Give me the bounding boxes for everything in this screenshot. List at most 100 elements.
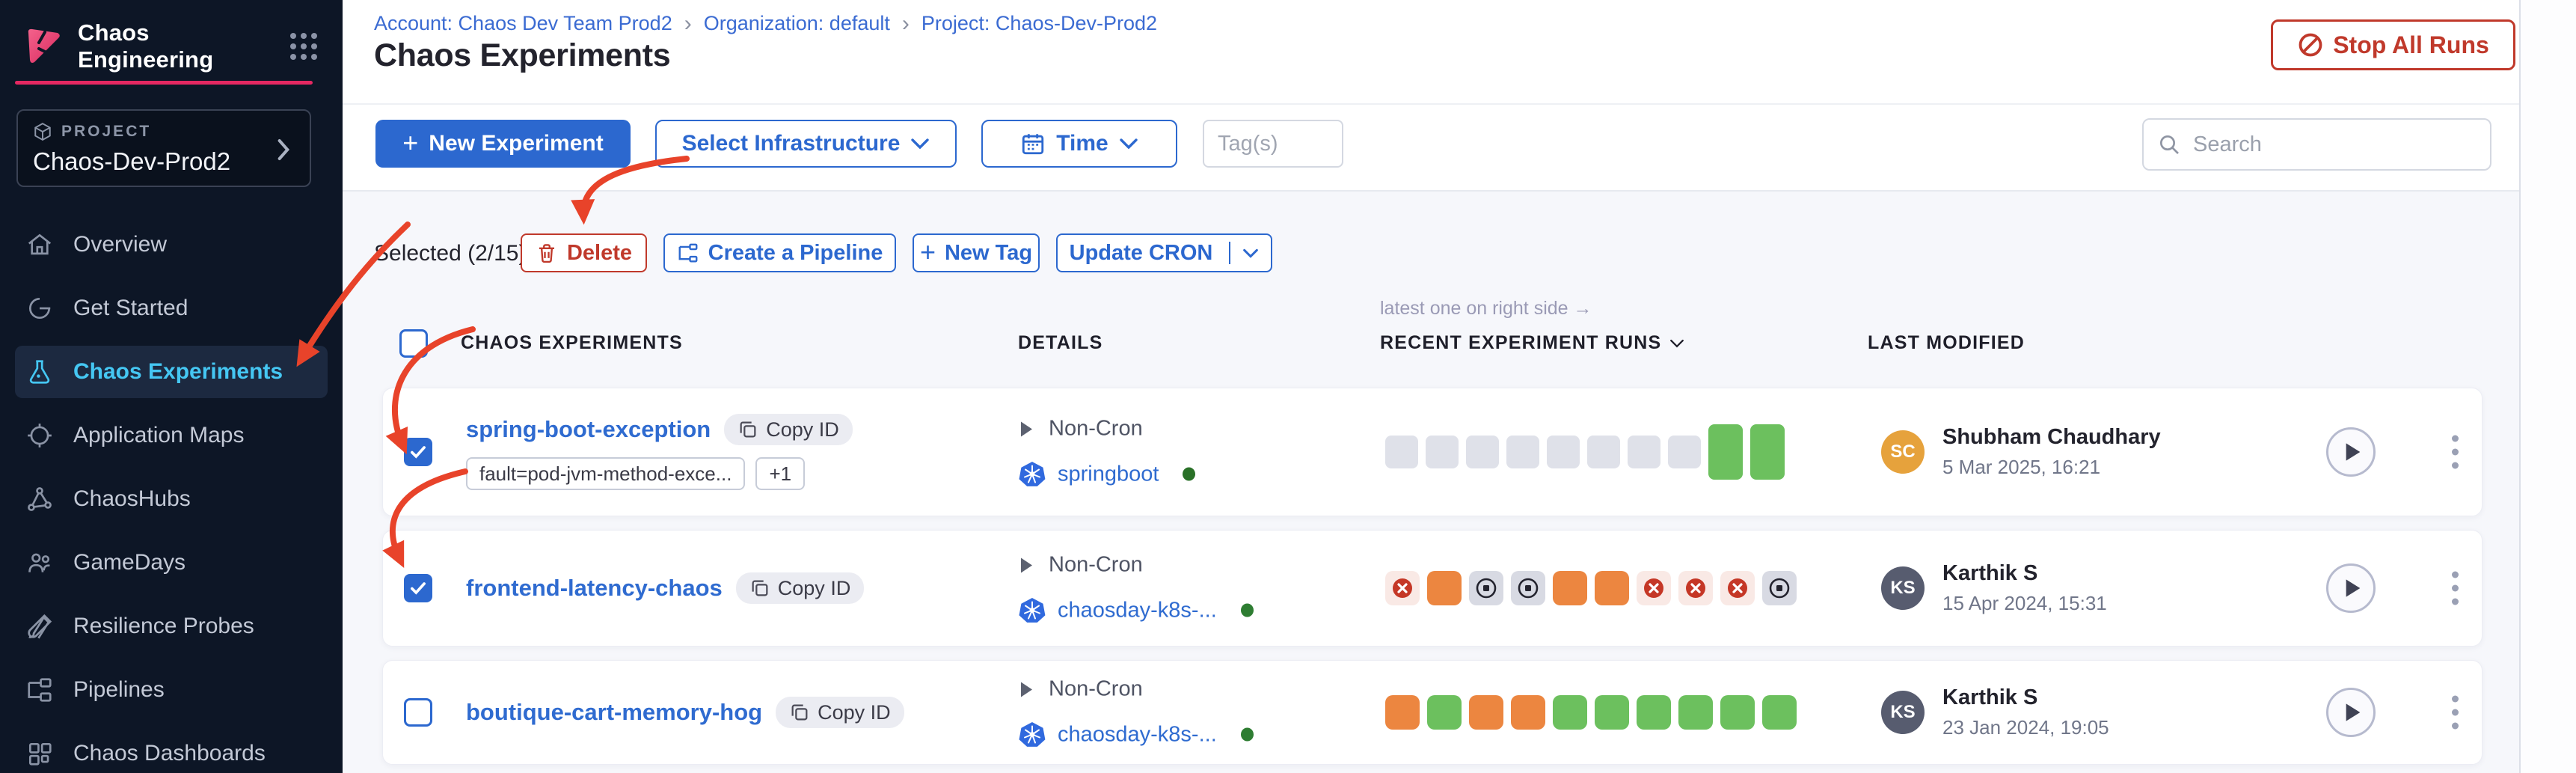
run-experiment-button[interactable]: [2326, 427, 2376, 477]
chevron-down-icon: [911, 138, 930, 150]
create-pipeline-button[interactable]: Create a Pipeline: [663, 233, 896, 272]
run-status-orange[interactable]: [1385, 695, 1420, 730]
tag-chip[interactable]: fault=pod-jvm-method-exce...: [466, 457, 746, 490]
run-status-orange[interactable]: [1427, 571, 1462, 605]
run-status-failed[interactable]: [1385, 571, 1420, 605]
trash-icon: [539, 244, 554, 263]
kubernetes-icon: [1019, 721, 1046, 747]
create-pipeline-label: Create a Pipeline: [708, 240, 883, 265]
resilience-probes-icon: [28, 614, 52, 639]
run-status-green[interactable]: [1637, 695, 1671, 730]
select-all-checkbox[interactable]: [399, 329, 428, 358]
new-experiment-button[interactable]: + New Experiment: [375, 120, 631, 168]
stopped-run-icon: [1769, 578, 1790, 599]
delete-button[interactable]: Delete: [521, 233, 647, 272]
module-switcher-icon[interactable]: [287, 30, 320, 63]
sidebar-item-label: Chaos Experiments: [73, 359, 283, 384]
run-status-gray[interactable]: [1506, 436, 1539, 468]
select-infrastructure-dropdown[interactable]: Select Infrastructure: [655, 120, 957, 168]
copy-id-label: Copy ID: [777, 576, 851, 599]
experiment-name-link[interactable]: boutique-cart-memory-hog: [466, 699, 763, 725]
run-status-green-tall[interactable]: [1708, 424, 1743, 480]
column-header-runs[interactable]: RECENT EXPERIMENT RUNS: [1380, 332, 1685, 354]
run-status-green[interactable]: [1553, 695, 1587, 730]
infrastructure-link[interactable]: chaosday-k8s-...: [1058, 598, 1217, 622]
breadcrumb-project[interactable]: Project: Chaos-Dev-Prod2: [921, 12, 1158, 34]
run-status-stopped[interactable]: [1511, 571, 1545, 605]
run-status-orange[interactable]: [1595, 571, 1629, 605]
breadcrumb: Account: Chaos Dev Team Prod2 › Organiza…: [374, 12, 1157, 35]
search-input[interactable]: [2193, 132, 2477, 157]
run-status-orange[interactable]: [1511, 695, 1545, 730]
sidebar-item-label: Resilience Probes: [73, 614, 254, 638]
stop-all-runs-button[interactable]: Stop All Runs: [2271, 19, 2515, 70]
sidebar-item-chaos-experiments[interactable]: Chaos Experiments: [15, 346, 328, 398]
run-status-green[interactable]: [1427, 695, 1462, 730]
run-status-failed[interactable]: [1720, 571, 1755, 605]
play-icon: [2346, 703, 2360, 721]
run-status-green[interactable]: [1720, 695, 1755, 730]
run-status-green[interactable]: [1595, 695, 1629, 730]
run-status-green[interactable]: [1678, 695, 1713, 730]
run-status-gray[interactable]: [1385, 436, 1418, 468]
cron-toggle[interactable]: Non-Cron: [1019, 677, 1254, 702]
column-header-modified: LAST MODIFIED: [1868, 332, 2025, 353]
run-experiment-button[interactable]: [2326, 688, 2376, 737]
row-menu-button[interactable]: [2446, 566, 2465, 611]
breadcrumb-separator: ›: [684, 10, 692, 36]
tag-more-chip[interactable]: +1: [755, 457, 806, 490]
sidebar-item-get-started[interactable]: Get Started: [15, 282, 328, 334]
sidebar-item-pipelines[interactable]: Pipelines: [15, 664, 328, 716]
sidebar-item-chaoshubs[interactable]: ChaosHubs: [15, 473, 328, 525]
play-triangle-icon: [1021, 557, 1032, 572]
failed-run-icon: [1393, 578, 1412, 598]
prohibit-icon: [2299, 33, 2322, 57]
run-status-failed[interactable]: [1637, 571, 1671, 605]
time-filter-dropdown[interactable]: Time: [981, 120, 1177, 168]
infrastructure-link[interactable]: chaosday-k8s-...: [1058, 722, 1217, 746]
tags-filter-input[interactable]: [1203, 120, 1343, 168]
sidebar-item-chaos-dashboards[interactable]: Chaos Dashboards: [15, 727, 328, 773]
run-status-gray[interactable]: [1466, 436, 1499, 468]
update-cron-button[interactable]: Update CRON: [1056, 233, 1272, 272]
new-tag-button[interactable]: + New Tag: [913, 233, 1040, 272]
get-started-icon: [28, 297, 51, 320]
row-menu-button[interactable]: [2446, 430, 2465, 475]
breadcrumb-account[interactable]: Account: Chaos Dev Team Prod2: [374, 12, 672, 34]
run-status-stopped[interactable]: [1469, 571, 1503, 605]
run-status-stopped[interactable]: [1762, 571, 1797, 605]
copy-id-button[interactable]: Copy ID: [735, 572, 865, 604]
breadcrumb-organization[interactable]: Organization: default: [703, 12, 890, 34]
run-status-gray[interactable]: [1668, 436, 1701, 468]
project-selector[interactable]: PROJECT Chaos-Dev-Prod2: [16, 109, 311, 187]
row-checkbox[interactable]: [404, 438, 432, 466]
avatar: KS: [1881, 691, 1925, 734]
sidebar-item-overview[interactable]: Overview: [15, 219, 328, 271]
modified-by-user: Karthik S: [1942, 561, 2038, 585]
infrastructure-link[interactable]: springboot: [1058, 462, 1159, 486]
run-status-orange[interactable]: [1553, 571, 1587, 605]
run-status-failed[interactable]: [1678, 571, 1713, 605]
chevron-down-icon[interactable]: [1242, 248, 1259, 259]
run-status-gray[interactable]: [1628, 436, 1660, 468]
run-experiment-button[interactable]: [2326, 563, 2376, 613]
run-status-gray[interactable]: [1587, 436, 1620, 468]
sidebar-item-application-maps[interactable]: Application Maps: [15, 409, 328, 462]
chevron-right-icon: [277, 139, 290, 160]
copy-id-button[interactable]: Copy ID: [776, 697, 904, 728]
row-checkbox[interactable]: [404, 698, 432, 727]
sidebar-item-resilience-probes[interactable]: Resilience Probes: [15, 600, 328, 653]
row-menu-button[interactable]: [2446, 690, 2465, 736]
experiment-name-link[interactable]: frontend-latency-chaos: [466, 575, 723, 601]
run-status-green-tall[interactable]: [1750, 424, 1785, 480]
cron-toggle[interactable]: Non-Cron: [1019, 553, 1254, 578]
run-status-orange[interactable]: [1469, 695, 1503, 730]
run-status-gray[interactable]: [1426, 436, 1459, 468]
experiment-name-link[interactable]: spring-boot-exception: [466, 416, 711, 442]
row-checkbox[interactable]: [404, 574, 432, 602]
sidebar-item-gamedays[interactable]: GameDays: [15, 537, 328, 589]
cron-toggle[interactable]: Non-Cron: [1019, 417, 1195, 442]
run-status-gray[interactable]: [1547, 436, 1580, 468]
copy-id-button[interactable]: Copy ID: [724, 414, 853, 445]
run-status-green[interactable]: [1762, 695, 1797, 730]
